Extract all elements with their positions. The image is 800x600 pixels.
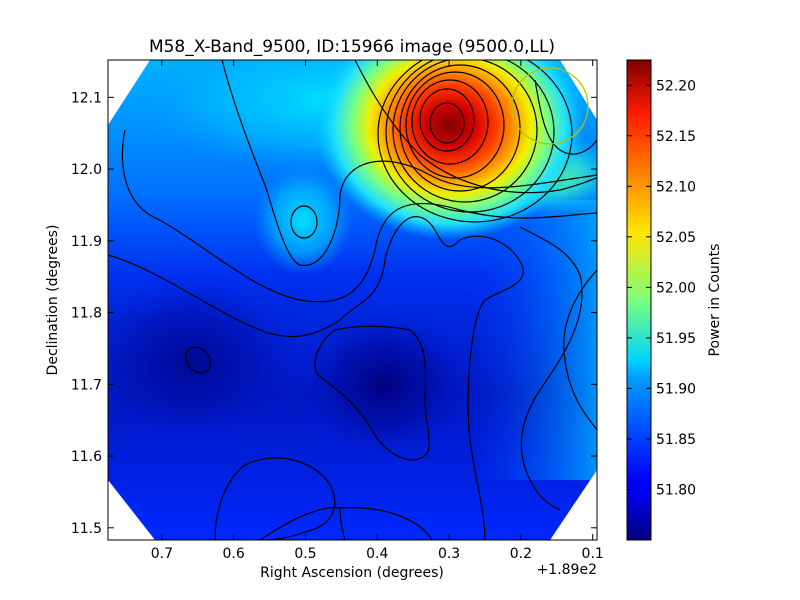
contour-line	[314, 325, 430, 461]
x-tick-label: 0.6	[223, 546, 245, 562]
y-tick-label: 11.7	[71, 377, 102, 393]
contour-line	[377, 60, 573, 223]
colorbar-tick-label: 52.15	[656, 129, 696, 145]
contour-line	[429, 102, 465, 144]
colorbar-tick-label: 52.20	[656, 78, 696, 94]
colorbar-gradient	[626, 59, 652, 541]
colorbar-tick-label: 52.05	[656, 230, 696, 246]
x-tick-label: 0.3	[438, 546, 460, 562]
contour-line	[339, 507, 346, 540]
x-tick-label: 0.1	[582, 546, 604, 562]
contour-line	[519, 226, 583, 511]
colorbar-tick-label: 51.85	[656, 432, 696, 448]
contour-line	[185, 346, 211, 374]
heatmap-right-glow	[470, 200, 597, 480]
contour-line	[221, 60, 597, 266]
x-tick-label: 0.7	[151, 546, 173, 562]
contour-line	[399, 64, 521, 192]
x-axis: 0.7 0.6 0.5 0.4 0.3 0.2 0.1	[151, 60, 604, 562]
y-axis: 11.5 11.6 11.7 11.8 11.9 12.0 12.1	[71, 90, 597, 537]
contour-line	[121, 129, 597, 303]
contour-line	[385, 60, 555, 213]
colorbar-ticks: 51.80 51.85 51.90 51.95 52.00 52.05 52.10 52.15…	[627, 78, 696, 498]
contour-line	[563, 269, 597, 431]
y-tick-label: 12.0	[71, 162, 102, 178]
contour-line	[214, 457, 336, 540]
colorbar-tick-label: 52.10	[656, 179, 696, 195]
colorbar-tick-label: 51.90	[656, 381, 696, 397]
contour-line	[405, 71, 505, 179]
contour-line	[419, 88, 475, 152]
contour-line	[411, 79, 489, 165]
colorbar-tick-label: 52.00	[656, 280, 696, 296]
heatmap-low-center	[290, 305, 480, 465]
contour-line	[354, 60, 597, 194]
y-tick-label: 11.8	[71, 306, 102, 322]
colorbar-label: Power in Counts	[707, 244, 723, 357]
x-tick-label: 0.4	[366, 546, 388, 562]
contour-lines	[108, 60, 597, 540]
y-axis-label: Declination (degrees)	[45, 225, 61, 376]
heatmap-low-left	[108, 270, 310, 450]
contour-line	[259, 507, 433, 540]
colorbar-tick-label: 51.80	[656, 482, 696, 498]
y-tick-label: 12.1	[71, 90, 102, 106]
y-tick-label: 11.9	[71, 234, 102, 250]
heatmap	[108, 60, 597, 540]
contour-line	[534, 79, 597, 155]
colorbar: 51.80 51.85 51.90 51.95 52.00 52.05 52.10 52.15…	[626, 59, 723, 541]
colorbar-tick-label: 51.95	[656, 331, 696, 347]
beam-circle	[511, 67, 589, 145]
contour-line	[392, 60, 538, 203]
axes-frame	[107, 59, 598, 541]
contour-line	[290, 205, 318, 239]
y-tick-label: 11.6	[71, 449, 102, 465]
x-offset-label: +1.89e2	[537, 562, 597, 578]
heatmap-peak-glow	[315, 60, 585, 240]
y-tick-label: 11.5	[71, 521, 102, 537]
x-tick-label: 0.5	[294, 546, 316, 562]
contour-line	[108, 216, 524, 540]
x-axis-label: Right Ascension (degrees)	[260, 565, 444, 581]
chart-title: M58_X-Band_9500, ID:15966 image (9500.0,…	[149, 37, 555, 57]
x-tick-label: 0.2	[510, 546, 532, 562]
